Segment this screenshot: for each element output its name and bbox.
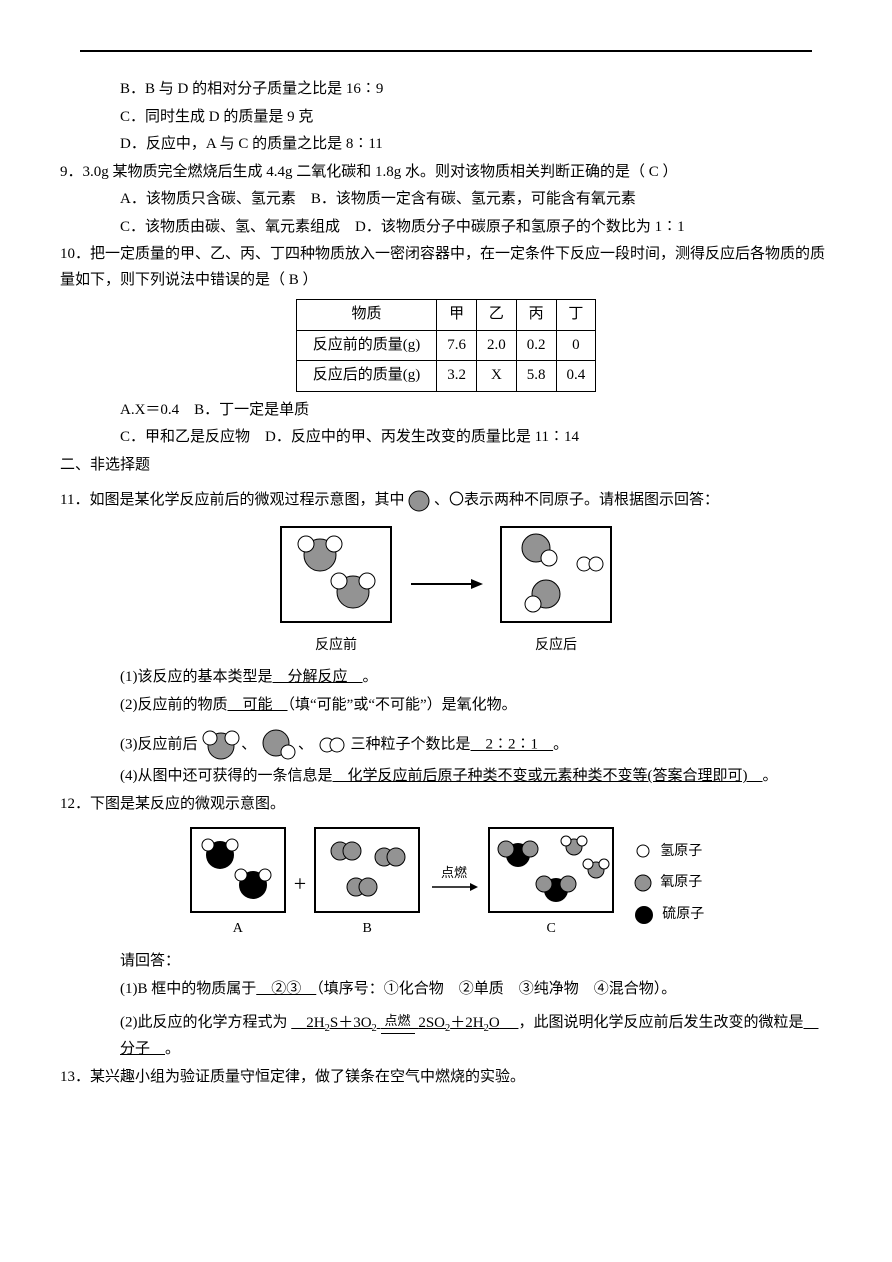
molecule-ab2-icon: [201, 728, 241, 762]
table-row-label: 反应后的质量(g): [296, 361, 437, 392]
equation: 2H2S＋3O2 点燃 2SO2＋2H2O: [291, 1015, 518, 1031]
before-box-icon: [271, 522, 401, 632]
opt-b: B．B 与 D 的相对分子质量之比是 16∶9: [60, 77, 832, 103]
table-header: 甲: [437, 300, 477, 331]
text: ，此图说明化学反应前后发生改变的微粒是: [518, 1015, 803, 1031]
table-cell: 0.2: [516, 330, 556, 361]
q9: 9．3.0g 某物质完全燃烧后生成 4.4g 二氧化碳和 1.8g 水。则对该物…: [60, 160, 832, 186]
table-cell: 5.8: [516, 361, 556, 392]
text: (4)从图中还可获得的一条信息是: [120, 768, 333, 784]
table-header: 物质: [296, 300, 437, 331]
q12: 12．下图是某反应的微观示意图。: [60, 792, 832, 818]
section-2: 二、非选择题: [60, 453, 832, 479]
box-b-icon: [312, 825, 422, 915]
box-c-icon: [486, 825, 616, 915]
text: 。: [363, 669, 378, 685]
opt-c: C．同时生成 D 的质量是 9 克: [60, 105, 832, 131]
q9-opt-c: C．该物质由碳、氢、氧元素组成 D．该物质分子中碳原子和氢原子的个数比为 1∶1: [60, 215, 832, 241]
q11-3: (3)反应前后 、 、 三种粒子个数比是 2∶2∶1 。: [60, 728, 832, 762]
table-header: 乙: [477, 300, 517, 331]
o-atom-icon: [634, 874, 652, 892]
q10: 10．把一定质量的甲、乙、丙、丁四种物质放入一密闭容器中，在一定条件下反应一段时…: [60, 242, 832, 293]
text: （填序号：①化合物 ②单质 ③纯净物 ④混合物）。: [316, 981, 676, 997]
header-rule: [80, 50, 812, 52]
sep: 、: [241, 737, 256, 753]
q11-4: (4)从图中还可获得的一条信息是 化学反应前后原子种类不变或元素种类不变等(答案…: [60, 764, 832, 790]
text: (1)B 框中的物质属于: [120, 981, 256, 997]
table-cell: 7.6: [437, 330, 477, 361]
text: 三种粒子个数比是: [351, 737, 471, 753]
after-box-icon: [491, 522, 621, 632]
text: （填“可能”或“不可能”）是氧化物。: [288, 697, 517, 713]
table-header: 丙: [516, 300, 556, 331]
before-label: 反应前: [271, 634, 401, 658]
legend-s: 硫原子: [662, 903, 704, 927]
cond-label: 点燃: [441, 865, 467, 880]
answer: 2∶2∶1: [471, 737, 554, 753]
q11-text-a: 11．如图是某化学反应前后的微观过程示意图，其中: [60, 492, 404, 508]
q11-1: (1)该反应的基本类型是 分解反应 。: [60, 665, 832, 691]
legend: 氢原子 氧原子 硫原子: [634, 840, 704, 927]
q12-figure: A + B 点燃 C 氢原子 氧原子 硫原子: [60, 825, 832, 941]
text: (3)反应前后: [120, 737, 198, 753]
table-header: 丁: [556, 300, 596, 331]
text: (2)此反应的化学方程式为: [120, 1015, 288, 1031]
q10-opt-c: C．甲和乙是反应物 D．反应中的甲、丙发生改变的质量比是 11∶14: [60, 425, 832, 451]
table-cell: 0.4: [556, 361, 596, 392]
text: (1)该反应的基本类型是: [120, 669, 273, 685]
q11-text-b: 、〇表示两种不同原子。请根据图示回答：: [434, 492, 719, 508]
s-atom-icon: [634, 905, 654, 925]
box-c-label: C: [486, 917, 616, 941]
q11-2: (2)反应前的物质 可能 （填“可能”或“不可能”）是氧化物。: [60, 693, 832, 719]
q12-1: (1)B 框中的物质属于 ②③ （填序号：①化合物 ②单质 ③纯净物 ④混合物）…: [60, 977, 832, 1003]
box-b-label: B: [312, 917, 422, 941]
answer: 分解反应: [273, 669, 363, 685]
opt-d: D．反应中，A 与 C 的质量之比是 8∶11: [60, 132, 832, 158]
after-label: 反应后: [491, 634, 621, 658]
answer: 化学反应前后原子种类不变或元素种类不变等(答案合理即可): [333, 768, 763, 784]
box-a-icon: [188, 825, 288, 915]
table-row-label: 反应前的质量(g): [296, 330, 437, 361]
text: (2)反应前的物质: [120, 697, 228, 713]
plus-icon: +: [294, 865, 306, 902]
q12-ans-label: 请回答：: [60, 949, 832, 975]
legend-h: 氢原子: [660, 840, 702, 864]
box-a-label: A: [188, 917, 288, 941]
reaction-arrow-icon: 点燃: [426, 863, 482, 903]
h-atom-icon: [634, 842, 652, 860]
molecule-ab-icon: [260, 728, 298, 762]
q11-figure: 反应前 反应后: [60, 522, 832, 658]
q10-table: 物质 甲 乙 丙 丁 反应前的质量(g) 7.6 2.0 0.2 0 反应后的质…: [296, 299, 597, 392]
molecule-b2-icon: [317, 735, 347, 755]
sep: 、: [298, 737, 313, 753]
answer: 可能: [228, 697, 288, 713]
equals-cond-icon: 点燃: [381, 1010, 415, 1036]
grey-atom-icon: [408, 490, 430, 512]
legend-o: 氧原子: [660, 871, 702, 895]
text: 。: [553, 737, 568, 753]
answer: ②③: [256, 981, 316, 997]
table-cell: 0: [556, 330, 596, 361]
q11: 11．如图是某化学反应前后的微观过程示意图，其中 、〇表示两种不同原子。请根据图…: [60, 488, 832, 514]
q9-opt-a: A．该物质只含碳、氢元素 B．该物质一定含有碳、氢元素，可能含有氧元素: [60, 187, 832, 213]
table-cell: 3.2: [437, 361, 477, 392]
q12-2: (2)此反应的化学方程式为 2H2S＋3O2 点燃 2SO2＋2H2O ，此图说…: [60, 1010, 832, 1063]
table-cell: 2.0: [477, 330, 517, 361]
text: 。: [165, 1041, 180, 1057]
table-cell: X: [477, 361, 517, 392]
q10-opt-a: A.X＝0.4 B．丁一定是单质: [60, 398, 832, 424]
arrow-icon: [401, 534, 491, 644]
text: 。: [763, 768, 778, 784]
q13: 13．某兴趣小组为验证质量守恒定律，做了镁条在空气中燃烧的实验。: [60, 1065, 832, 1091]
